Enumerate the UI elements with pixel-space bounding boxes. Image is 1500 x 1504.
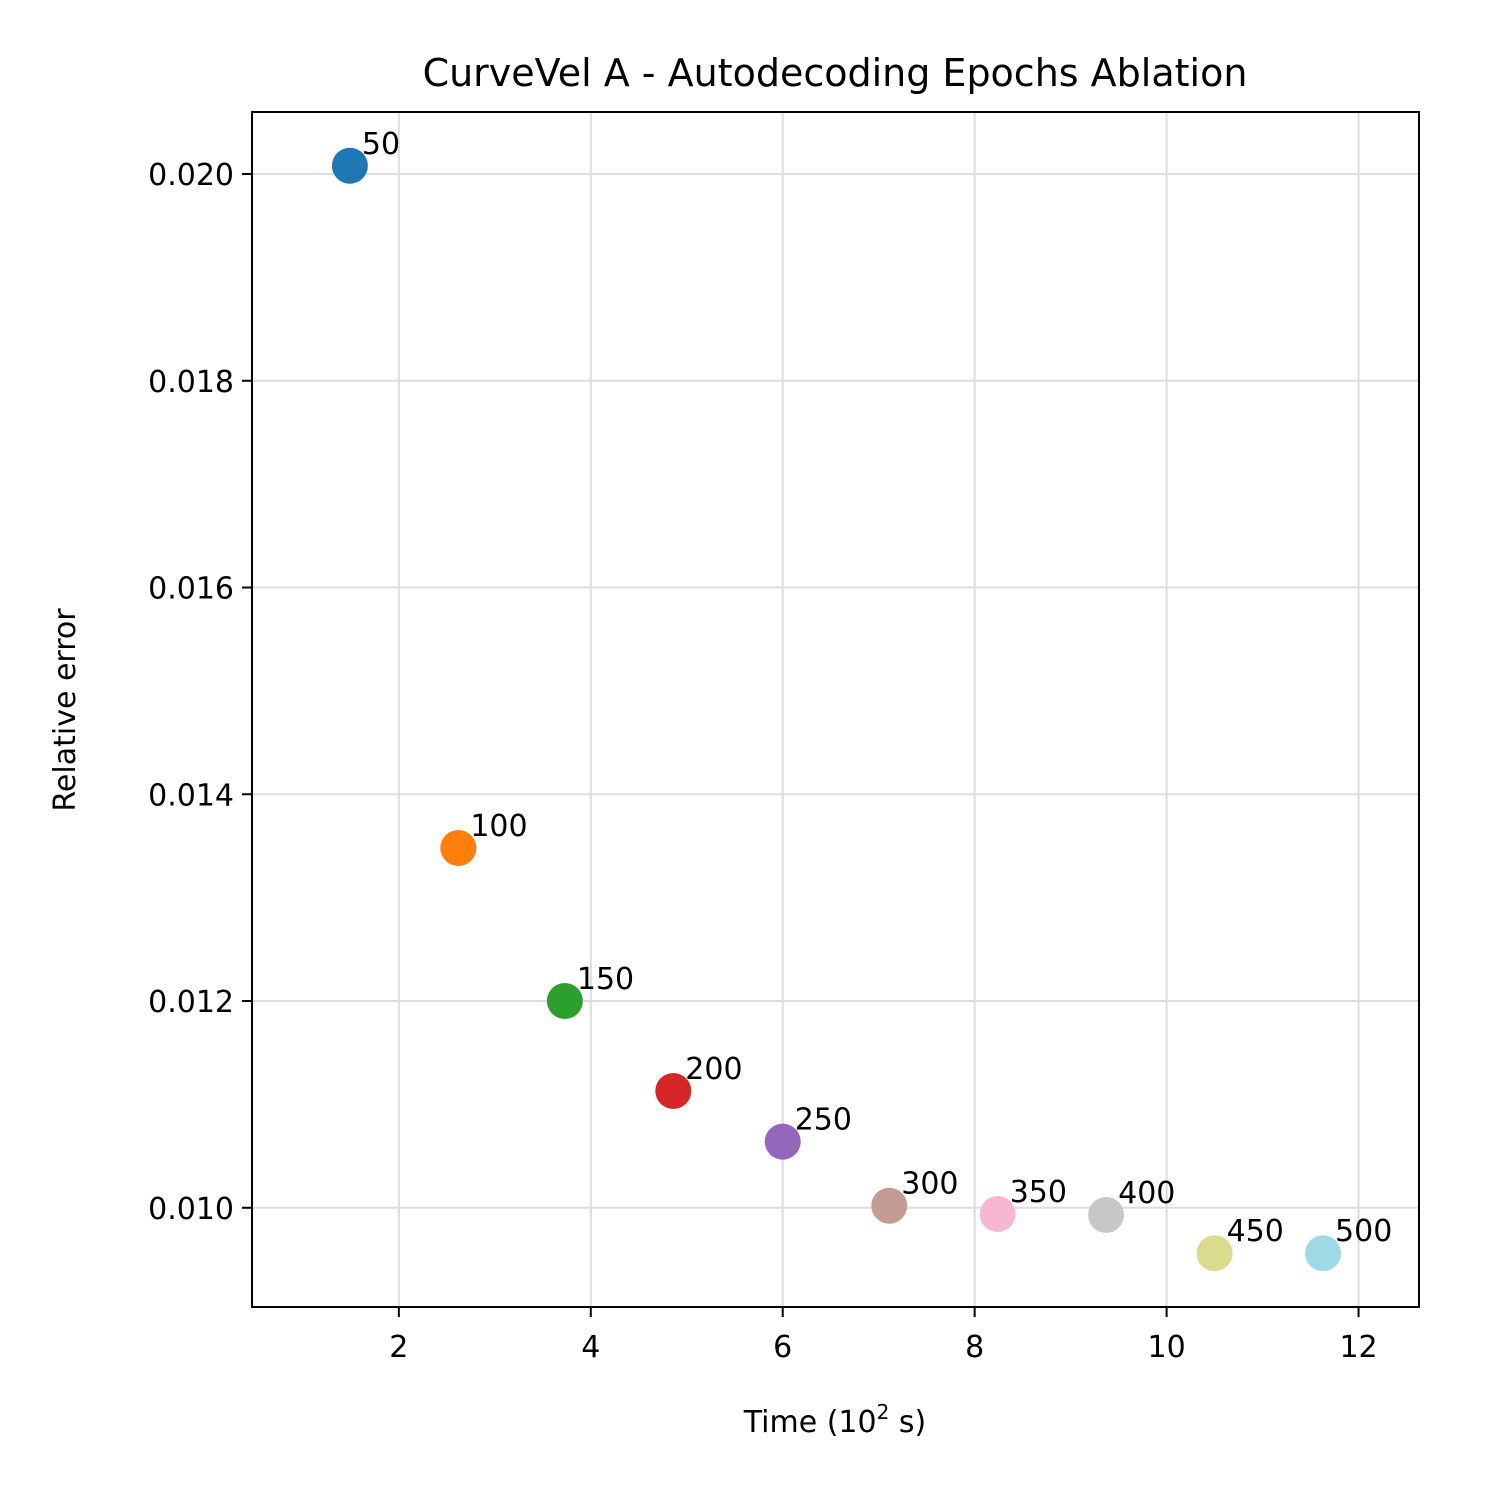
y-tick-label: 0.016 xyxy=(148,572,234,607)
x-tick-label: 8 xyxy=(965,1330,984,1365)
x-tick-label: 12 xyxy=(1339,1330,1377,1365)
y-tick-label: 0.012 xyxy=(148,985,234,1020)
data-point-label: 400 xyxy=(1118,1176,1175,1211)
grid-layer xyxy=(252,112,1419,1307)
data-point xyxy=(764,1123,801,1160)
plot-frame xyxy=(251,111,1420,1308)
data-point-label: 50 xyxy=(362,127,400,162)
data-point-label: 150 xyxy=(577,962,634,997)
data-point-label: 200 xyxy=(685,1052,742,1087)
data-point-label: 450 xyxy=(1227,1214,1284,1249)
chart-title: CurveVel A - Autodecoding Epochs Ablatio… xyxy=(423,51,1248,95)
y-axis-label: Relative error xyxy=(48,608,83,812)
x-axis-label-main: Time (10 xyxy=(743,1405,877,1440)
data-point xyxy=(1088,1196,1125,1233)
x-axis-label-tail: s) xyxy=(889,1405,926,1440)
data-point xyxy=(655,1072,692,1109)
data-point-label: 500 xyxy=(1335,1214,1392,1249)
x-axis-label-superscript: 2 xyxy=(877,1400,890,1424)
data-point xyxy=(1196,1235,1233,1272)
points-layer: 50 100 150 200 250 300 350 400 450 500 xyxy=(331,127,1392,1272)
data-point xyxy=(440,830,477,867)
x-tick-label: 6 xyxy=(773,1330,792,1365)
y-tick-label: 0.010 xyxy=(148,1192,234,1227)
x-axis-label: Time (102 s) xyxy=(743,1400,926,1440)
data-point xyxy=(871,1187,908,1224)
data-point xyxy=(1305,1235,1342,1272)
y-tick-label: 0.020 xyxy=(148,158,234,193)
x-tick-label: 10 xyxy=(1148,1330,1186,1365)
ticks-layer: 2 4 6 8 10 12 0.010 0.012 0.014 0.016 0.018 0.020 xyxy=(148,158,1378,1365)
data-point-label: 250 xyxy=(795,1103,852,1138)
x-tick-label: 2 xyxy=(389,1330,408,1365)
data-point xyxy=(546,983,583,1020)
data-point xyxy=(331,147,368,184)
x-tick-label: 4 xyxy=(581,1330,600,1365)
data-point-label: 100 xyxy=(470,809,527,844)
data-point-label: 300 xyxy=(901,1167,958,1202)
data-point xyxy=(979,1195,1016,1232)
data-point-label: 350 xyxy=(1010,1175,1067,1210)
y-tick-label: 0.018 xyxy=(148,365,234,400)
y-tick-label: 0.014 xyxy=(148,778,234,813)
